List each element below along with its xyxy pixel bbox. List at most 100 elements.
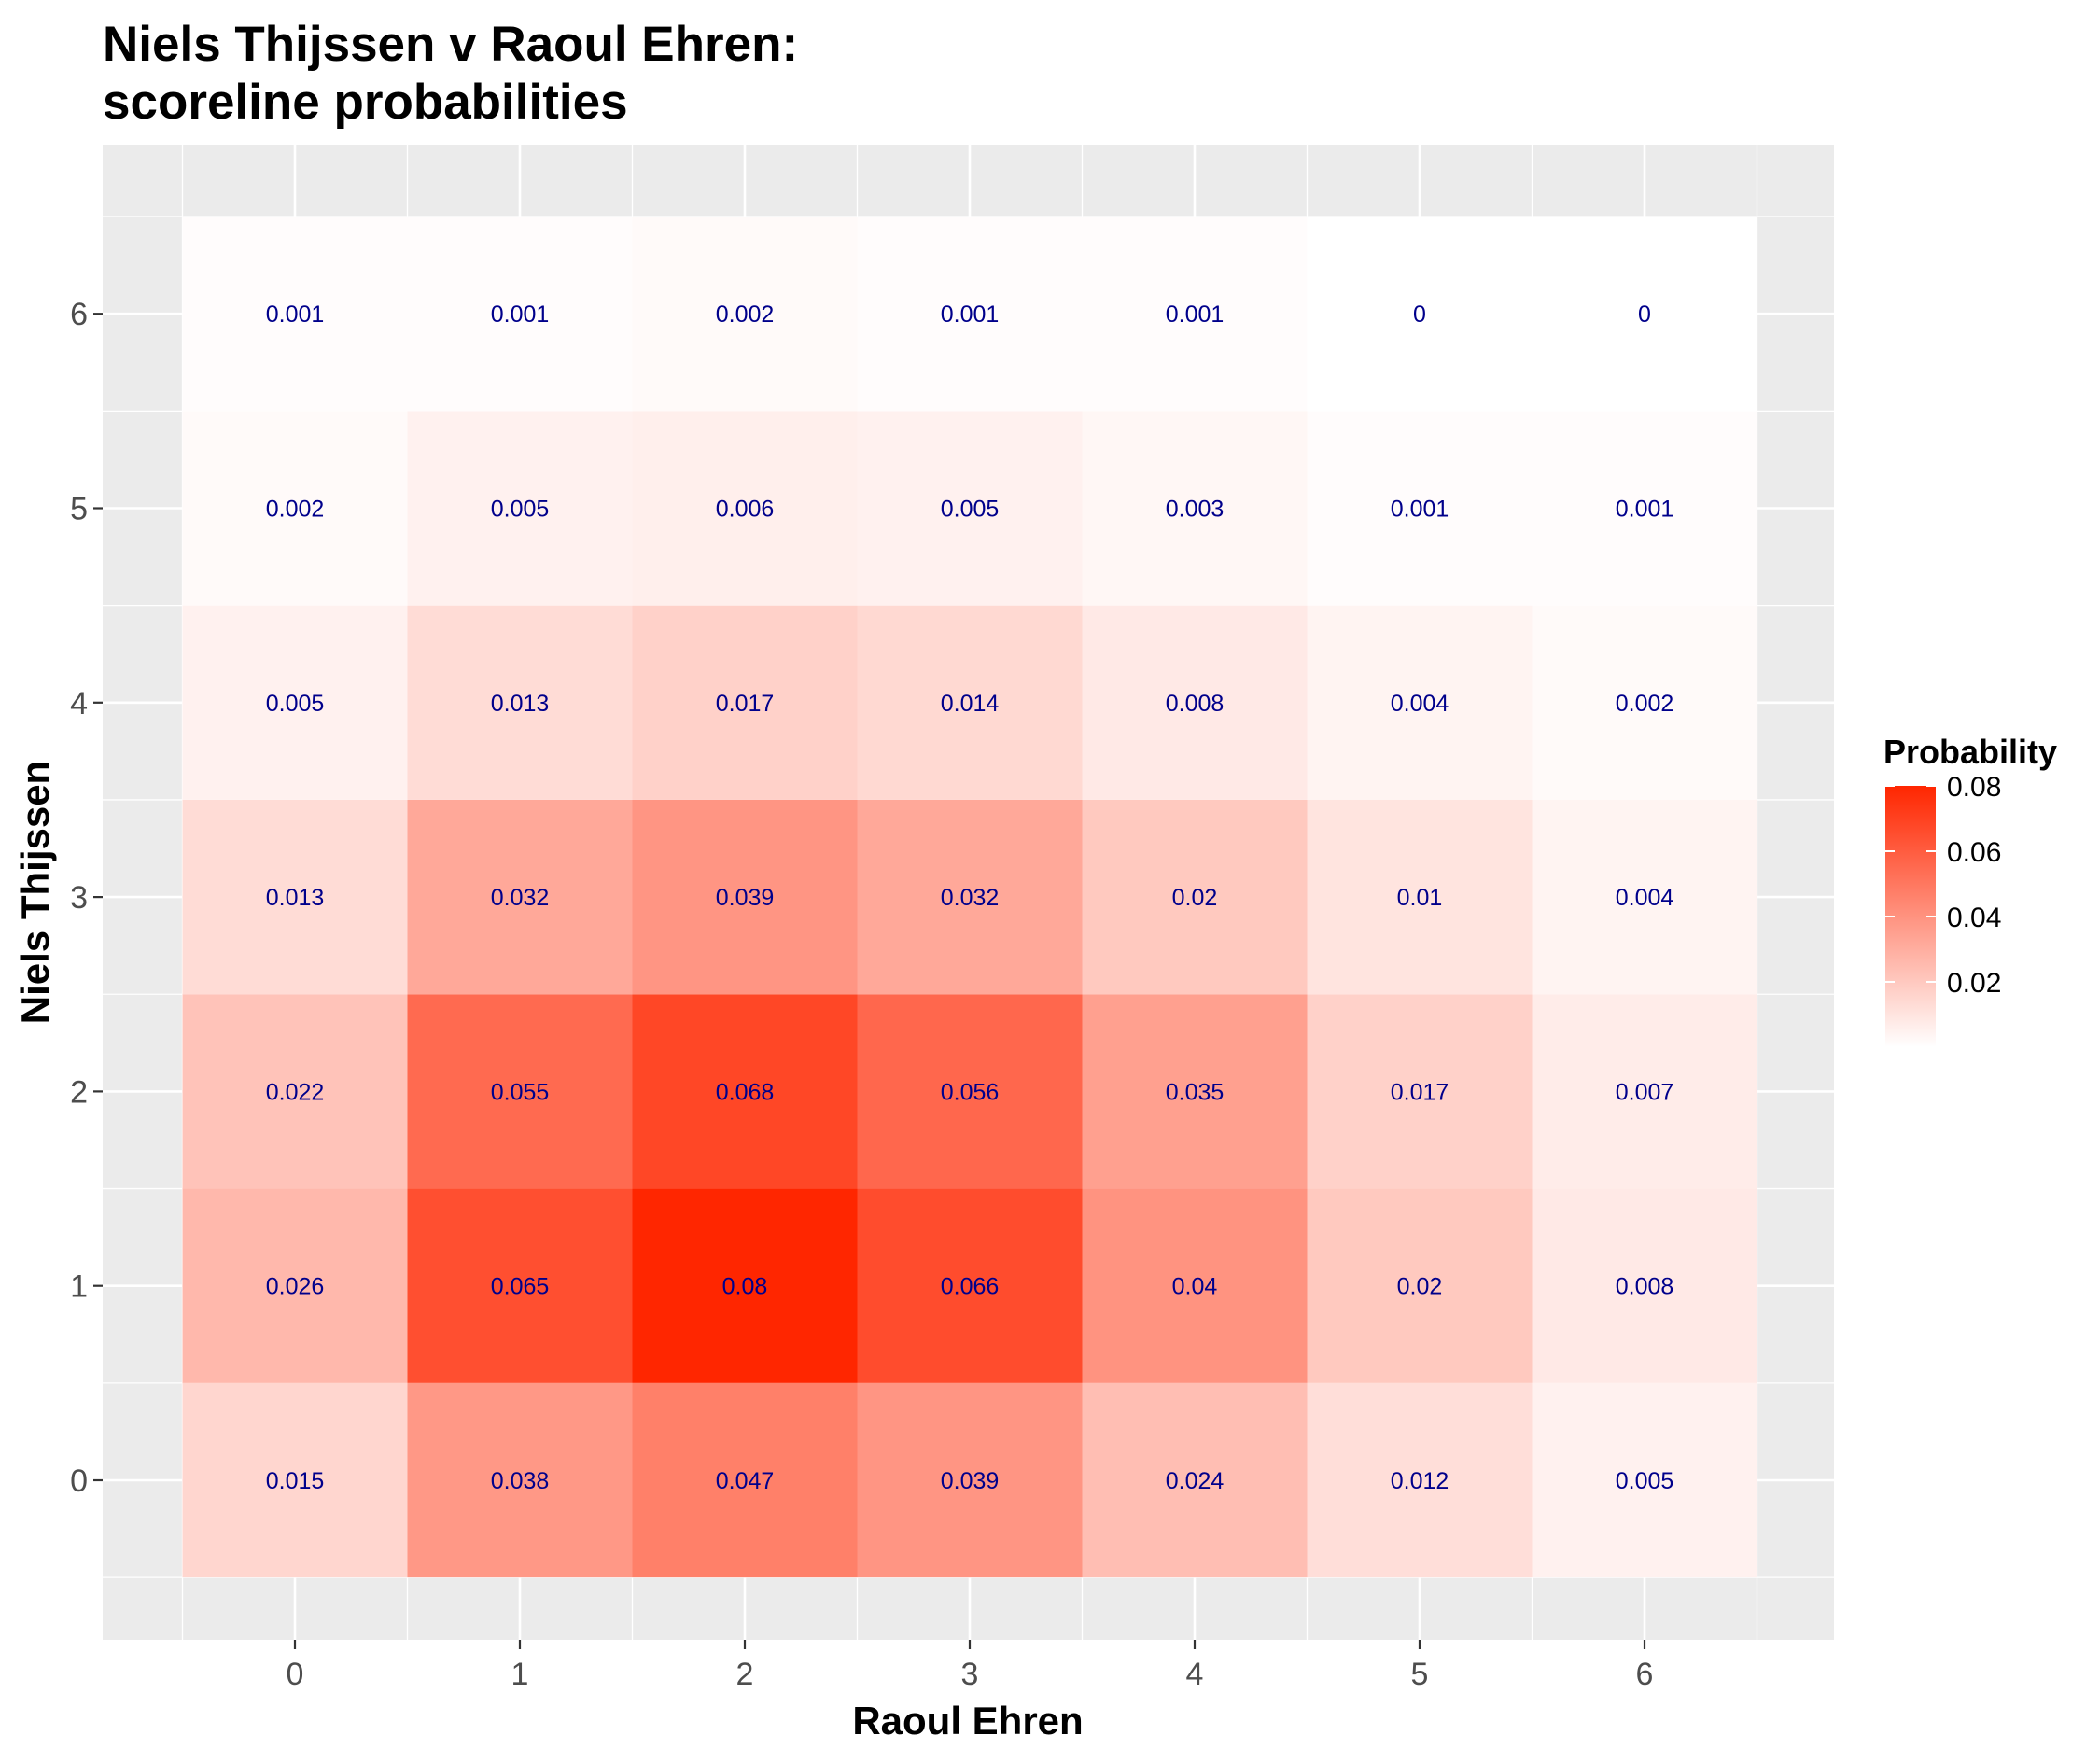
heatmap-cell-0-1: [407, 1382, 633, 1578]
y-tick-label-2: 2: [70, 1074, 88, 1110]
x-tick-label-1: 1: [511, 1657, 529, 1692]
heatmap-cell-2-5: [1307, 994, 1533, 1189]
x-tick-label-0: 0: [287, 1657, 304, 1692]
heatmap-cell-4-0: [182, 605, 408, 800]
heatmap-cell-2-4: [1082, 994, 1308, 1189]
cell-label-4-2: 0.017: [716, 691, 775, 717]
cell-label-0-0: 0.015: [266, 1468, 325, 1494]
cell-label-3-5: 0.01: [1397, 885, 1443, 911]
heatmap-cell-6-3: [857, 217, 1083, 412]
x-tick-label-6: 6: [1636, 1657, 1654, 1692]
legend-tick-label-0.08: 0.08: [1947, 772, 2001, 803]
cell-label-5-6: 0.001: [1616, 497, 1674, 523]
heatmap-cell-4-4: [1082, 605, 1308, 800]
heatmap-cell-6-5: [1307, 217, 1533, 412]
cell-label-3-2: 0.039: [716, 885, 775, 911]
cell-label-1-1: 0.065: [491, 1274, 550, 1300]
cell-label-4-3: 0.014: [941, 691, 1000, 717]
y-tick-label-5: 5: [70, 492, 88, 527]
heatmap-cell-1-0: [182, 1188, 408, 1383]
y-tick-label-4: 4: [70, 686, 88, 721]
legend-tick-label-0.06: 0.06: [1947, 837, 2001, 868]
heatmap-cell-5-6: [1532, 411, 1757, 606]
cell-label-2-5: 0.017: [1391, 1079, 1449, 1105]
cell-label-4-1: 0.013: [491, 691, 550, 717]
cell-label-3-6: 0.004: [1616, 885, 1674, 911]
cell-label-6-3: 0.001: [941, 301, 1000, 328]
heatmap-cell-4-3: [857, 605, 1083, 800]
cell-label-4-4: 0.008: [1166, 691, 1225, 717]
cell-label-2-3: 0.056: [941, 1079, 1000, 1105]
cell-label-4-6: 0.002: [1616, 691, 1674, 717]
heatmap-cell-6-4: [1082, 217, 1308, 412]
cell-label-5-3: 0.005: [941, 497, 1000, 523]
heatmap-cell-1-2: [632, 1188, 858, 1383]
heatmap-cell-0-6: [1532, 1382, 1757, 1578]
heatmap-cell-5-4: [1082, 411, 1308, 606]
y-axis-title: Niels Thijssen: [13, 761, 57, 1024]
heatmap-cell-4-6: [1532, 605, 1757, 800]
y-tick-label-0: 0: [70, 1463, 88, 1499]
heatmap-cell-0-5: [1307, 1382, 1533, 1578]
x-tick-label-4: 4: [1186, 1657, 1204, 1692]
cell-label-0-2: 0.047: [716, 1468, 775, 1494]
cell-label-1-2: 0.08: [722, 1274, 768, 1300]
cell-label-6-6: 0: [1638, 301, 1651, 328]
cell-label-6-1: 0.001: [491, 301, 550, 328]
heatmap-cell-3-1: [407, 799, 633, 995]
cell-label-1-4: 0.04: [1172, 1274, 1218, 1300]
x-tick-label-2: 2: [736, 1657, 754, 1692]
cell-label-6-4: 0.001: [1166, 301, 1225, 328]
heatmap-cell-5-2: [632, 411, 858, 606]
cell-label-2-2: 0.068: [716, 1079, 775, 1105]
chart-title-line-1: Niels Thijssen v Raoul Ehren:: [103, 17, 798, 72]
heatmap-cell-3-2: [632, 799, 858, 995]
heatmap-cell-6-2: [632, 217, 858, 412]
cell-label-6-0: 0.001: [266, 301, 325, 328]
heatmap-cell-4-5: [1307, 605, 1533, 800]
legend-tick-label-0.02: 0.02: [1947, 968, 2001, 999]
chart-title-line-2: scoreline probabilities: [103, 75, 628, 130]
cell-label-1-0: 0.026: [266, 1274, 325, 1300]
heatmap-cell-5-5: [1307, 411, 1533, 606]
heatmap-cell-3-6: [1532, 799, 1757, 995]
heatmap-cell-3-5: [1307, 799, 1533, 995]
heatmap-cell-4-1: [407, 605, 633, 800]
x-tick-label-5: 5: [1411, 1657, 1429, 1692]
y-tick-label-6: 6: [70, 297, 88, 332]
cell-label-0-4: 0.024: [1166, 1468, 1225, 1494]
heatmap-cell-2-6: [1532, 994, 1757, 1189]
heatmap-cell-5-0: [182, 411, 408, 606]
cell-label-1-6: 0.008: [1616, 1274, 1674, 1300]
cell-label-1-5: 0.02: [1397, 1274, 1443, 1300]
heatmap-cell-3-4: [1082, 799, 1308, 995]
cell-value-labels: 0.015 0.038 0.047 0.039 0.024 0.012 0.005 0.026…: [266, 301, 1674, 1494]
legend-tick-label-0.04: 0.04: [1947, 903, 2001, 933]
heatmap-cell-0-2: [632, 1382, 858, 1578]
y-tick-label-1: 1: [70, 1269, 88, 1305]
heatmap-cell-1-1: [407, 1188, 633, 1383]
cell-label-4-0: 0.005: [266, 691, 325, 717]
heatmap-cell-1-3: [857, 1188, 1083, 1383]
cell-label-0-1: 0.038: [491, 1468, 550, 1494]
heatmap-cell-6-1: [407, 217, 633, 412]
cell-label-0-3: 0.039: [941, 1468, 1000, 1494]
heatmap-cells: [182, 217, 1757, 1578]
cell-label-5-4: 0.003: [1166, 497, 1225, 523]
cell-label-2-4: 0.035: [1166, 1079, 1225, 1105]
cell-label-5-1: 0.005: [491, 497, 550, 523]
cell-label-5-5: 0.001: [1391, 497, 1449, 523]
heatmap-cell-2-0: [182, 994, 408, 1189]
cell-label-3-4: 0.02: [1172, 885, 1218, 911]
x-axis-title: Raoul Ehren: [852, 1699, 1083, 1743]
heatmap-cell-6-6: [1532, 217, 1757, 412]
heatmap-cell-5-1: [407, 411, 633, 606]
cell-label-0-6: 0.005: [1616, 1468, 1674, 1494]
heatmap-cell-1-6: [1532, 1188, 1757, 1383]
y-tick-label-3: 3: [70, 880, 88, 916]
legend: Probability 0.02 0.04 0.06 0.08: [1883, 733, 2057, 1047]
cell-label-4-5: 0.004: [1391, 691, 1449, 717]
heatmap-cell-1-5: [1307, 1188, 1533, 1383]
